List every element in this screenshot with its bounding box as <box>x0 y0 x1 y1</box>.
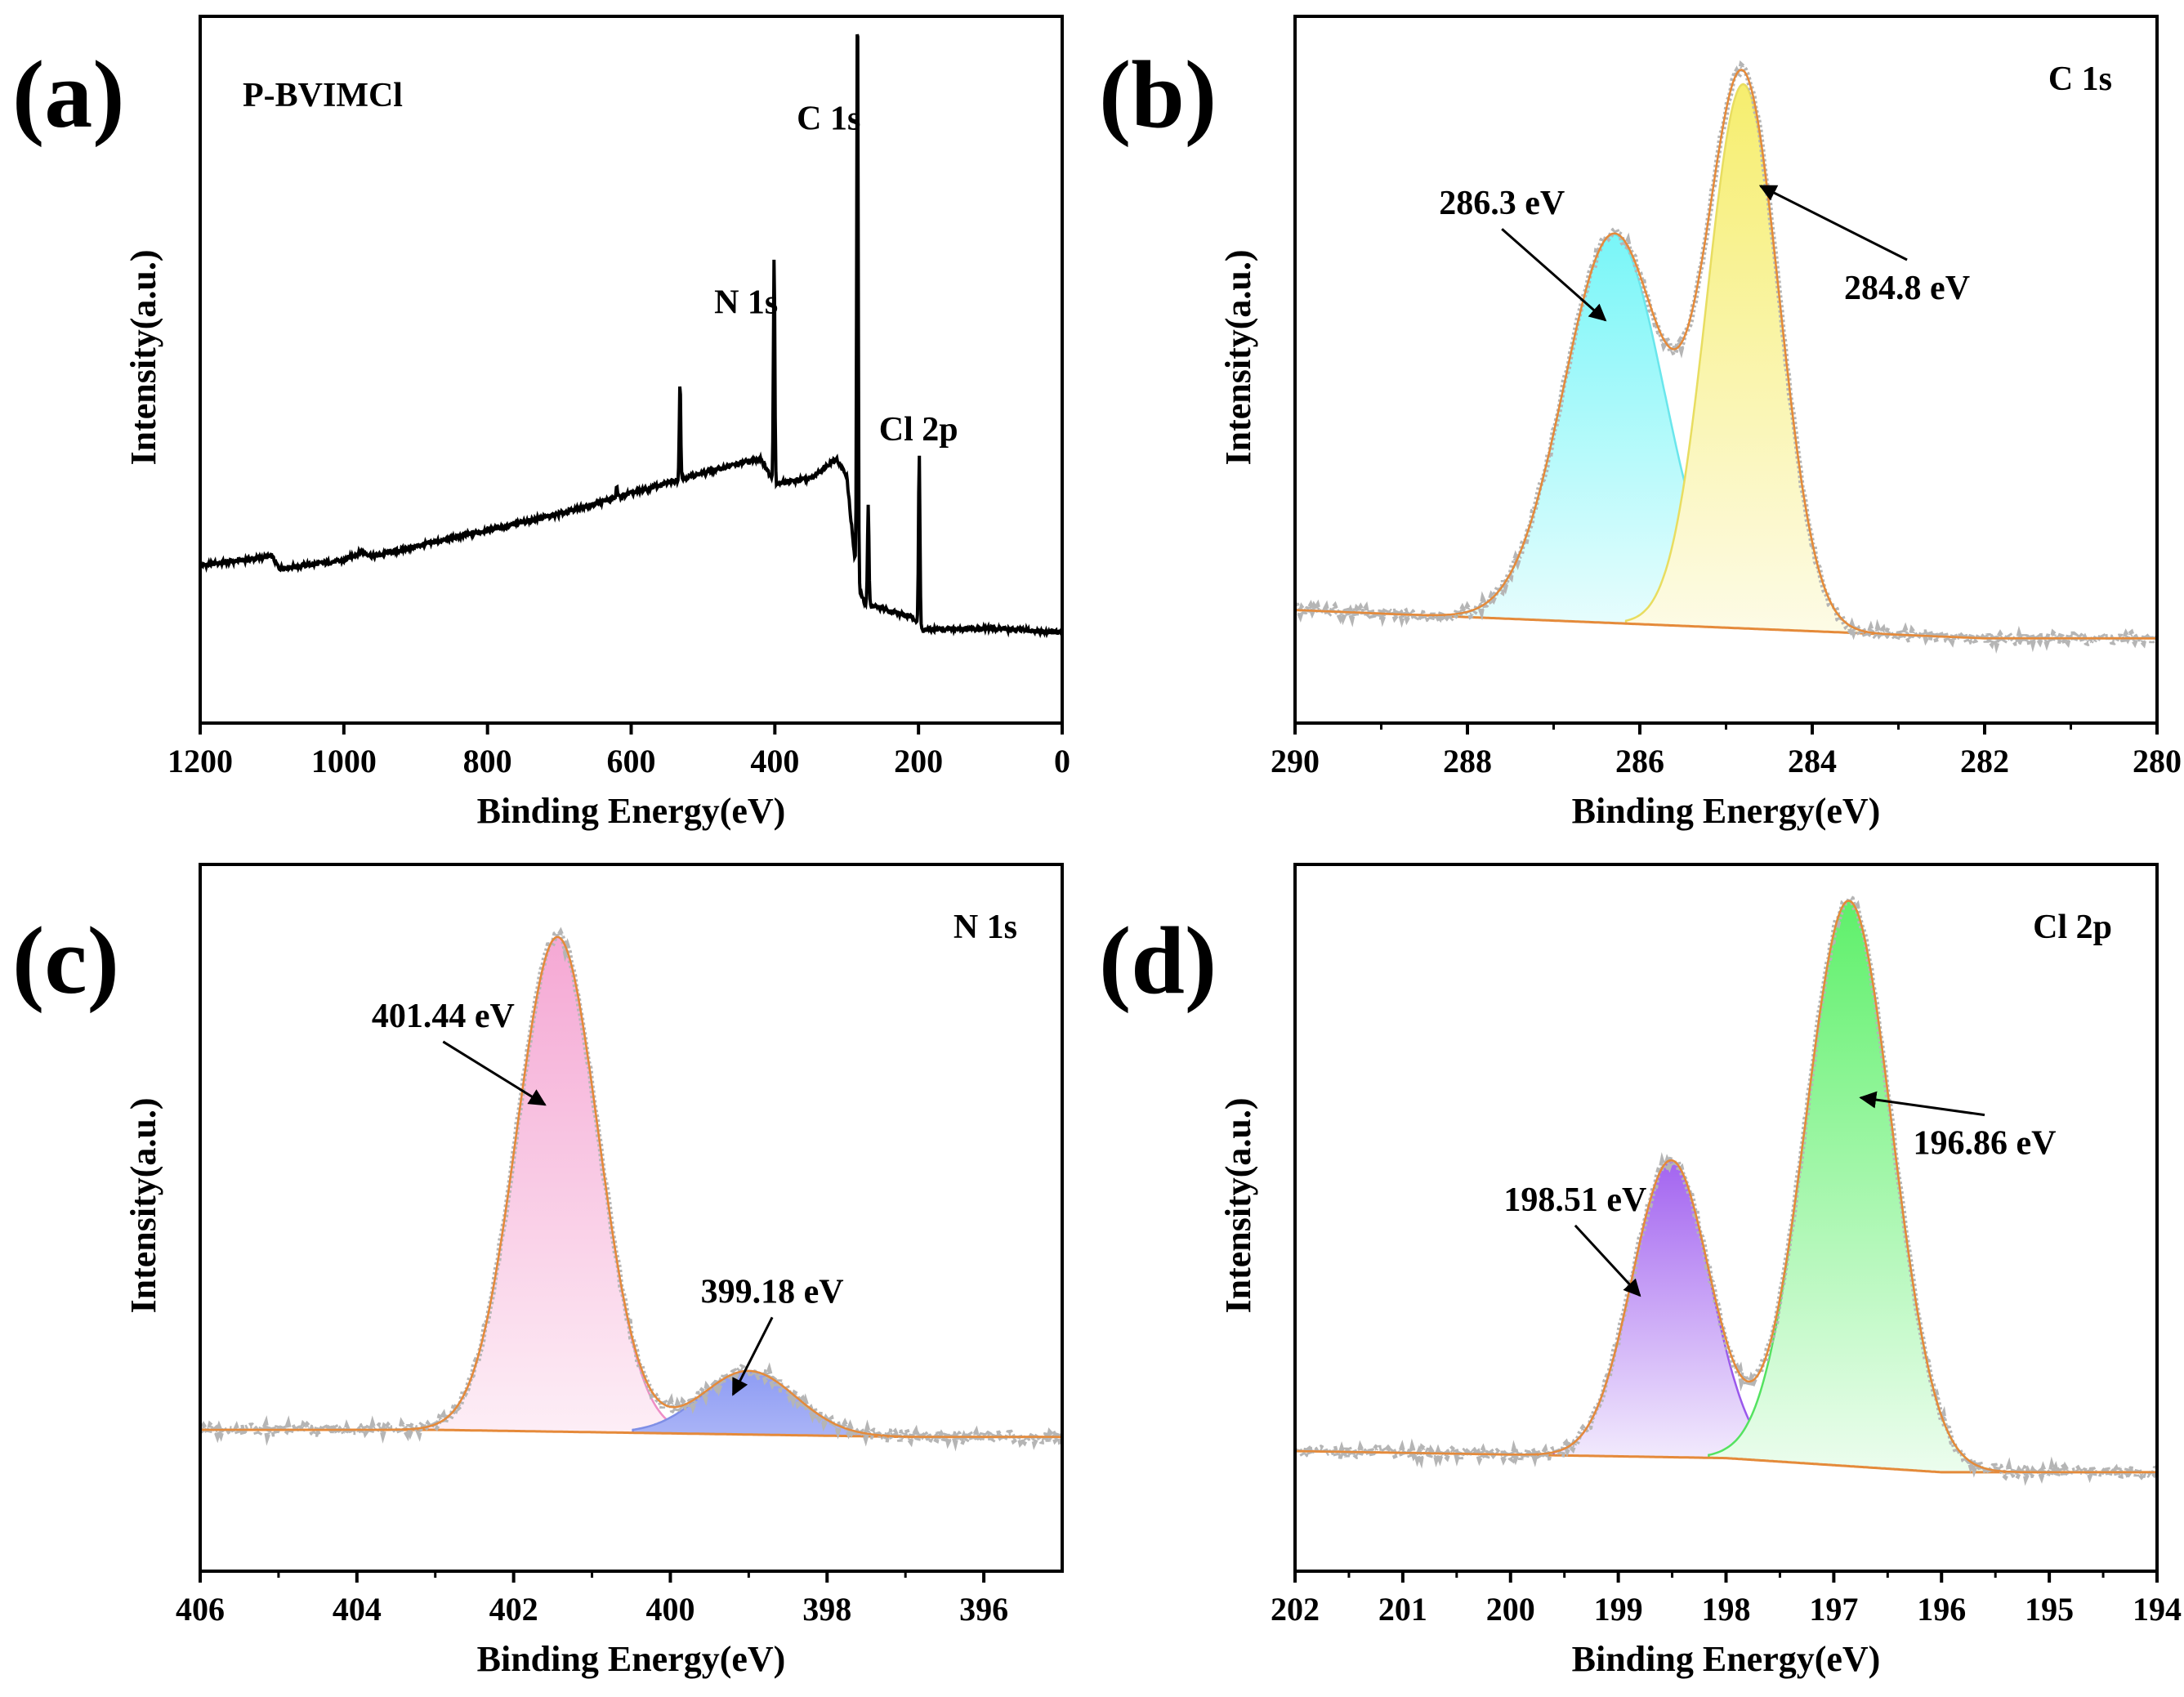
plot-area <box>200 927 1062 1452</box>
peak-annotation: 198.51 eV <box>1503 1181 1646 1219</box>
peak-annotation: C 1s <box>797 100 860 137</box>
x-tick-label: 282 <box>1960 743 2009 779</box>
axes-frame <box>199 863 1064 1573</box>
x-tick-label: 0 <box>1054 743 1070 779</box>
plot-area <box>1295 893 2157 1488</box>
x-tick-label: 398 <box>802 1591 851 1628</box>
annotation-arrow <box>1574 1224 1641 1297</box>
y-axis-title: Intensity(a.u.) <box>123 1097 163 1313</box>
x-tick-label: 197 <box>1809 1591 1858 1628</box>
x-tick-label: 406 <box>176 1591 225 1628</box>
panel-c: 406 404 402 400 398 396 Binding Energy(eV) Inte… <box>12 863 1064 1679</box>
panel-label: (c) <box>12 907 119 1014</box>
panel-label: (a) <box>12 41 125 148</box>
x-tick-label: 198 <box>1702 1591 1751 1628</box>
x-tick-label: 199 <box>1594 1591 1643 1628</box>
peak-annotation: 284.8 eV <box>1844 270 1970 307</box>
envelope-line <box>1295 900 2157 1474</box>
x-tick-label: 400 <box>645 1591 695 1628</box>
x-tick-label: 290 <box>1271 743 1320 779</box>
annotation-arrow <box>1859 1091 1985 1117</box>
plot-area <box>200 33 1062 639</box>
x-tick-label: 1000 <box>311 743 377 779</box>
panel-d: 202 201 200 199 198 197 196 195 194 Binding Energ… <box>1099 863 2182 1679</box>
x-tick-label: 402 <box>489 1591 538 1628</box>
envelope-line <box>1295 69 2157 640</box>
x-tick-label: 280 <box>2133 743 2182 779</box>
peak-fill-2 <box>1708 900 1990 1474</box>
panel-label: (d) <box>1099 907 1217 1014</box>
y-axis-title: Intensity(a.u.) <box>123 249 163 465</box>
x-tick-label: 600 <box>607 743 656 779</box>
x-tick-label: 800 <box>463 743 512 779</box>
y-axis-title: Intensity(a.u.) <box>1218 249 1258 465</box>
x-tick-label: 194 <box>2133 1591 2182 1628</box>
x-tick-label: 286 <box>1615 743 1664 779</box>
peak-annotation: N 1s <box>714 284 778 321</box>
x-tick-label: 288 <box>1443 743 1492 779</box>
annotation-arrow <box>1501 228 1607 322</box>
x-tick-label: 284 <box>1788 743 1837 779</box>
x-axis-title: Binding Energy(eV) <box>1572 1639 1881 1679</box>
panel-b: 290 288 286 284 282 280 Binding Energy(eV) Inte… <box>1099 15 2182 831</box>
peak-annotation: 196.86 eV <box>1914 1125 2057 1163</box>
annotation-arrow <box>442 1040 547 1106</box>
region-title: N 1s <box>954 909 1017 946</box>
panel-label: (b) <box>1099 41 1217 148</box>
annotation-arrow <box>1758 185 1908 261</box>
x-tick-label: 201 <box>1378 1591 1427 1628</box>
series-line-survey <box>200 33 1062 639</box>
x-tick-label: 200 <box>894 743 943 779</box>
x-tick-label: 202 <box>1271 1591 1320 1628</box>
annotation-arrow <box>731 1316 774 1396</box>
axes-frame <box>199 15 1064 725</box>
x-tick-label: 400 <box>750 743 799 779</box>
peak-annotation: 401.44 eV <box>372 998 515 1035</box>
x-tick-label: 404 <box>333 1591 382 1628</box>
peak-annotation: Cl 2p <box>879 411 958 449</box>
region-title: C 1s <box>2048 60 2112 98</box>
peak-annotation: 286.3 eV <box>1439 185 1565 222</box>
region-title: Cl 2p <box>2033 909 2112 946</box>
x-tick-label: 1200 <box>167 743 233 779</box>
x-tick-label: 200 <box>1486 1591 1535 1628</box>
axes-frame <box>1293 863 2159 1573</box>
y-axis-title: Intensity(a.u.) <box>1218 1097 1258 1313</box>
x-tick-label: 196 <box>1917 1591 1966 1628</box>
x-axis-title: Binding Energy(eV) <box>477 791 786 831</box>
x-tick-label: 396 <box>959 1591 1008 1628</box>
envelope-line <box>200 936 1062 1438</box>
plot-area <box>1295 60 2157 654</box>
x-axis-title: Binding Energy(eV) <box>1572 791 1881 831</box>
sample-title: P-BVIMCl <box>243 77 403 114</box>
x-axis-title: Binding Energy(eV) <box>477 1639 786 1679</box>
x-tick-label: 195 <box>2025 1591 2074 1628</box>
peak-annotation: 399.18 eV <box>701 1273 844 1311</box>
panel-a: 1200 1000 800 600 400 200 0 Binding Energy(eV) I… <box>12 15 1070 831</box>
